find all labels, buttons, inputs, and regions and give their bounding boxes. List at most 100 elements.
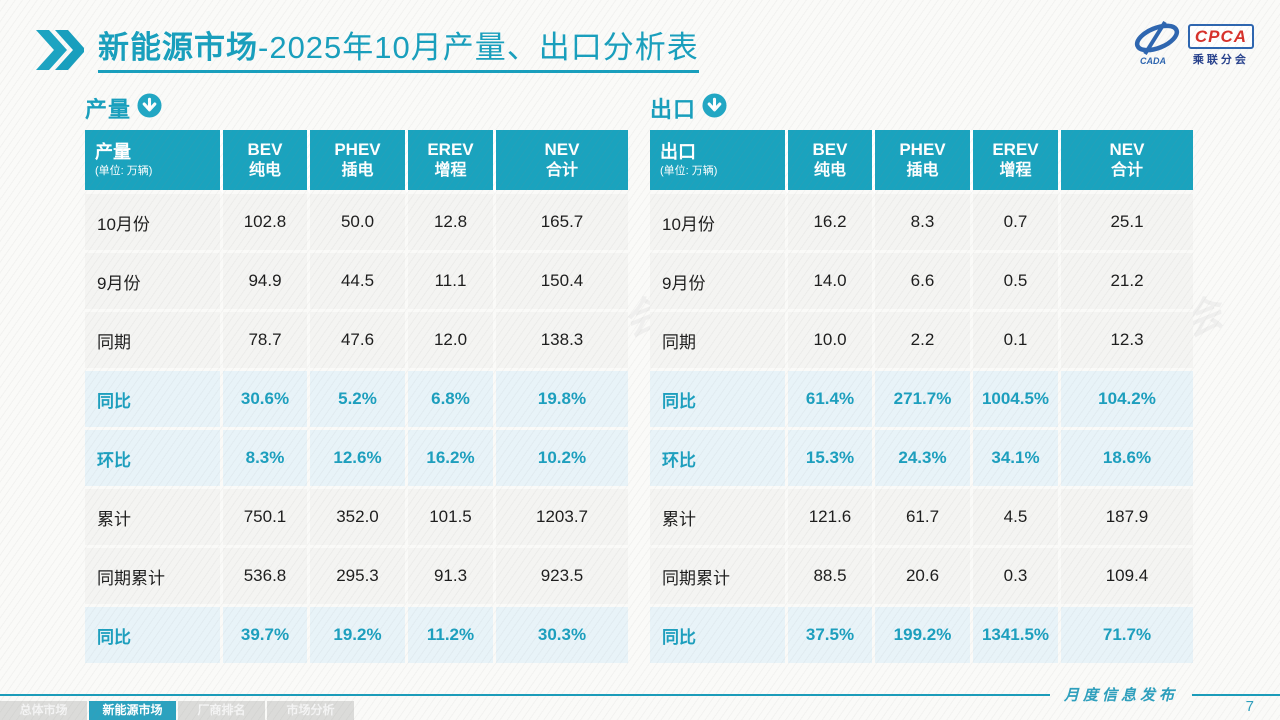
cell: 24.3% bbox=[875, 430, 973, 489]
tab-total-market[interactable]: 总体市场 bbox=[0, 701, 87, 720]
cell: 91.3 bbox=[408, 548, 496, 607]
cell: 1004.5% bbox=[973, 371, 1061, 430]
table-row: 累计 750.1 352.0 101.5 1203.7 bbox=[85, 489, 628, 548]
production-section-label: 产量 bbox=[85, 96, 132, 122]
cpca-logo: CADA CPCA 乘联分会 bbox=[1131, 20, 1254, 71]
cell: 30.3% bbox=[496, 607, 628, 666]
table-row: 9月份 14.0 6.6 0.5 21.2 bbox=[650, 253, 1193, 312]
export-section-label: 出口 bbox=[650, 96, 697, 122]
table-row: 同期 10.0 2.2 0.1 12.3 bbox=[650, 312, 1193, 371]
tab-market-analysis[interactable]: 市场分析 bbox=[267, 701, 354, 720]
cell: 5.2% bbox=[310, 371, 408, 430]
corner-cell: 出口 (单位: 万辆) bbox=[650, 130, 788, 194]
cell: 8.3 bbox=[875, 194, 973, 253]
header: 新能源市场-2025年10月产量、出口分析表 bbox=[34, 30, 699, 75]
cell: 0.3 bbox=[973, 548, 1061, 607]
cpca-subtitle: 乘联分会 bbox=[1192, 54, 1249, 67]
row-label: 同比 bbox=[650, 607, 788, 666]
cell: 21.2 bbox=[1061, 253, 1193, 312]
cpca-acronym: CPCA bbox=[1187, 23, 1254, 50]
export-table-head: 出口 (单位: 万辆) BEV 纯电 PHEV 插电 EREV 增程 NEV 合计 bbox=[650, 130, 1193, 194]
cpca-wordmark: CPCA 乘联分会 bbox=[1187, 23, 1254, 67]
corner-label: 出口 bbox=[660, 142, 696, 163]
cell: 61.4% bbox=[788, 371, 875, 430]
cell: 88.5 bbox=[788, 548, 875, 607]
page-title: 新能源市场-2025年10月产量、出口分析表 bbox=[98, 30, 699, 73]
cell: 536.8 bbox=[223, 548, 310, 607]
corner-cell: 产量 (单位: 万辆) bbox=[85, 130, 223, 194]
cpca-swoosh-icon: CADA bbox=[1131, 20, 1183, 71]
table-row-yoy: 同比 61.4% 271.7% 1004.5% 104.2% bbox=[650, 371, 1193, 430]
cell: 30.6% bbox=[223, 371, 310, 430]
cell: 25.1 bbox=[1061, 194, 1193, 253]
cell: 104.2% bbox=[1061, 371, 1193, 430]
corner-label: 产量 bbox=[95, 142, 131, 163]
table-row-yoy-cum: 同比 37.5% 199.2% 1341.5% 71.7% bbox=[650, 607, 1193, 666]
cell: 102.8 bbox=[223, 194, 310, 253]
cell: 2.2 bbox=[875, 312, 973, 371]
table-row-mom: 环比 8.3% 12.6% 16.2% 10.2% bbox=[85, 430, 628, 489]
table-row-yoy: 同比 30.6% 5.2% 6.8% 19.8% bbox=[85, 371, 628, 430]
tab-nev-market[interactable]: 新能源市场 bbox=[89, 701, 176, 720]
column-header-erev: EREV 增程 bbox=[973, 130, 1061, 194]
row-label: 10月份 bbox=[85, 194, 223, 253]
table-row: 10月份 16.2 8.3 0.7 25.1 bbox=[650, 194, 1193, 253]
cell: 0.7 bbox=[973, 194, 1061, 253]
footer-divider bbox=[0, 694, 1280, 696]
export-table-body: 10月份 16.2 8.3 0.7 25.1 9月份 14.0 6.6 0.5 21.2 同期 1… bbox=[650, 194, 1193, 666]
cell: 16.2% bbox=[408, 430, 496, 489]
cell: 6.8% bbox=[408, 371, 496, 430]
production-table: 产量 (单位: 万辆) BEV 纯电 PHEV 插电 EREV 增程 NEV 合计 10月… bbox=[85, 130, 628, 666]
row-label: 累计 bbox=[650, 489, 788, 548]
column-header-bev: BEV 纯电 bbox=[223, 130, 310, 194]
column-header-nev: NEV 合计 bbox=[1061, 130, 1193, 194]
cell: 37.5% bbox=[788, 607, 875, 666]
cell: 18.6% bbox=[1061, 430, 1193, 489]
row-label: 9月份 bbox=[650, 253, 788, 312]
row-label: 同比 bbox=[85, 371, 223, 430]
cell: 0.1 bbox=[973, 312, 1061, 371]
row-label: 同期累计 bbox=[650, 548, 788, 607]
column-header-phev: PHEV 插电 bbox=[310, 130, 408, 194]
cell: 10.0 bbox=[788, 312, 875, 371]
row-label: 环比 bbox=[85, 430, 223, 489]
cell: 165.7 bbox=[496, 194, 628, 253]
cell: 101.5 bbox=[408, 489, 496, 548]
cell: 47.6 bbox=[310, 312, 408, 371]
table-row: 同期累计 88.5 20.6 0.3 109.4 bbox=[650, 548, 1193, 607]
row-label: 同期累计 bbox=[85, 548, 223, 607]
down-arrow-circle-icon bbox=[137, 92, 162, 123]
table-row: 同期累计 536.8 295.3 91.3 923.5 bbox=[85, 548, 628, 607]
cell: 19.2% bbox=[310, 607, 408, 666]
row-label: 环比 bbox=[650, 430, 788, 489]
table-row: 10月份 102.8 50.0 12.8 165.7 bbox=[85, 194, 628, 253]
cell: 12.3 bbox=[1061, 312, 1193, 371]
export-section-header: 出口 bbox=[650, 92, 1193, 123]
cell: 12.8 bbox=[408, 194, 496, 253]
row-label: 同期 bbox=[85, 312, 223, 371]
cell: 4.5 bbox=[973, 489, 1061, 548]
cell: 78.7 bbox=[223, 312, 310, 371]
unit-label: (单位: 万辆) bbox=[95, 164, 153, 177]
production-section-header: 产量 bbox=[85, 92, 628, 123]
tab-oem-ranking[interactable]: 厂商排名 bbox=[178, 701, 265, 720]
cell: 295.3 bbox=[310, 548, 408, 607]
table-row: 9月份 94.9 44.5 11.1 150.4 bbox=[85, 253, 628, 312]
cell: 109.4 bbox=[1061, 548, 1193, 607]
cell: 187.9 bbox=[1061, 489, 1193, 548]
page-title-bold: 新能源市场 bbox=[98, 30, 258, 65]
cell: 150.4 bbox=[496, 253, 628, 312]
down-arrow-circle-icon bbox=[702, 92, 727, 123]
header-row: 产量 (单位: 万辆) BEV 纯电 PHEV 插电 EREV 增程 NEV 合计 bbox=[85, 130, 628, 194]
cell: 271.7% bbox=[875, 371, 973, 430]
cell: 1341.5% bbox=[973, 607, 1061, 666]
row-label: 10月份 bbox=[650, 194, 788, 253]
production-section: 产量 产量 (单位: 万辆) BEV 纯电 PHEV 插电 EREV 增程 NEV 合计 bbox=[85, 92, 628, 666]
export-section: 出口 出口 (单位: 万辆) BEV 纯电 PHEV 插电 EREV 增程 NEV 合计 bbox=[650, 92, 1193, 666]
cell: 138.3 bbox=[496, 312, 628, 371]
unit-label: (单位: 万辆) bbox=[660, 164, 718, 177]
cell: 19.8% bbox=[496, 371, 628, 430]
cell: 923.5 bbox=[496, 548, 628, 607]
row-label: 同比 bbox=[85, 607, 223, 666]
